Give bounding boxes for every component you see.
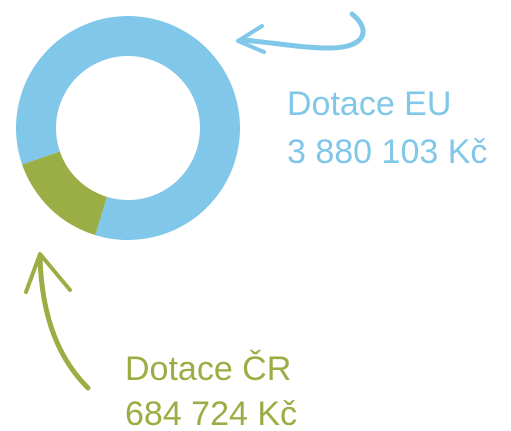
value-label: 684 724 Kč (125, 395, 297, 431)
arrow-cr-head (24, 252, 72, 294)
category-label: Dotace ČR (125, 350, 291, 388)
arrow-eu-head (236, 24, 266, 54)
donut (15, 15, 241, 240)
category-label: Dotace EU (287, 85, 451, 123)
arrow-eu (239, 11, 366, 51)
arrow-cr (37, 255, 91, 391)
donut-segment (22, 151, 107, 236)
value-label: 3 880 103 Kč (287, 133, 487, 171)
donut-segment (15, 15, 241, 240)
